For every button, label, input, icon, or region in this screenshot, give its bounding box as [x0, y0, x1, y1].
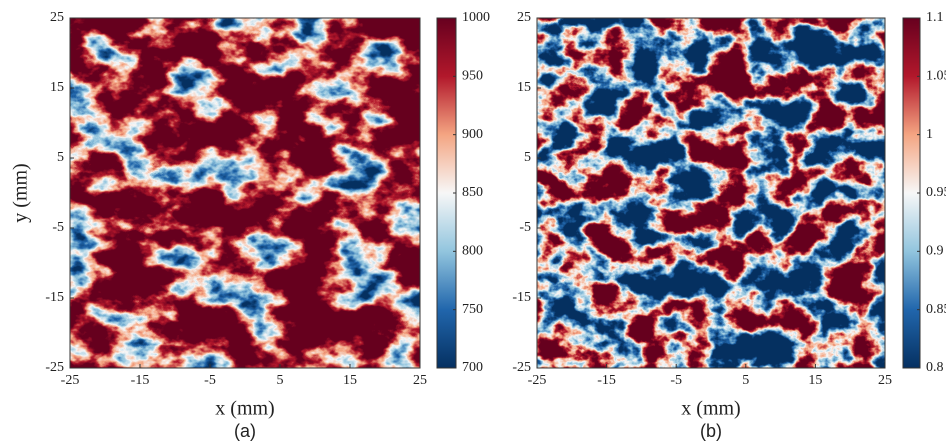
x-tick-label: 15: [808, 373, 822, 388]
x-axis-label: x (mm): [215, 398, 274, 420]
y-tick-label: -5: [52, 220, 64, 235]
y-tick-label: -25: [45, 360, 64, 375]
y-tick-label: 25: [517, 10, 531, 25]
colorbar-tick-label: 1: [926, 127, 933, 142]
colorbar-tick-label: 700: [462, 360, 483, 375]
y-tick-label: -15: [45, 290, 64, 305]
colorbar-tick-label: 0.95: [926, 185, 946, 200]
colorbar-tick-label: 1000: [462, 10, 490, 25]
x-tick-label: -5: [204, 373, 216, 388]
colorbar-tick-label: 900: [462, 127, 483, 142]
colorbar-tick-label: 800: [462, 244, 483, 259]
colorbar-tick-label: 850: [462, 185, 483, 200]
y-tick-label: 5: [57, 150, 64, 165]
plot-frame: [536, 17, 886, 369]
panel-caption: (b): [700, 421, 722, 441]
plot-frame: [69, 17, 421, 369]
x-tick-label: -5: [670, 373, 682, 388]
y-tick-label: 25: [50, 10, 64, 25]
x-tick-label: 15: [343, 373, 357, 388]
x-axis-label: x (mm): [681, 398, 740, 420]
colorbar-tick-label: 1.05: [926, 69, 946, 84]
x-tick-label: 25: [878, 373, 892, 388]
y-tick-label: -15: [512, 290, 531, 305]
x-tick-label: 5: [742, 373, 749, 388]
y-tick-label: -25: [512, 360, 531, 375]
y-tick-label: 15: [517, 80, 531, 95]
x-tick-label: -15: [597, 373, 616, 388]
panel-caption: (a): [234, 421, 256, 441]
heatmap-field: [70, 18, 420, 368]
y-tick-label: -5: [519, 220, 531, 235]
x-tick-label: 25: [413, 373, 427, 388]
colorbar-tick-label: 1.1: [926, 10, 944, 25]
colorbar-tick-label: 0.85: [926, 302, 946, 317]
x-tick-label: -25: [528, 373, 547, 388]
x-tick-label: 5: [277, 373, 284, 388]
y-tick-label: 5: [524, 150, 531, 165]
y-tick-label: 15: [50, 80, 64, 95]
y-axis-label: y (mm): [10, 163, 32, 222]
x-tick-label: -25: [61, 373, 80, 388]
colorbar-tick-label: 0.9: [926, 244, 944, 259]
colorbar-tick-label: 750: [462, 302, 483, 317]
colorbar-tick-label: 0.8: [926, 360, 944, 375]
colorbar-tick-label: 950: [462, 69, 483, 84]
x-tick-label: -15: [131, 373, 150, 388]
heatmap-field: [537, 18, 885, 368]
